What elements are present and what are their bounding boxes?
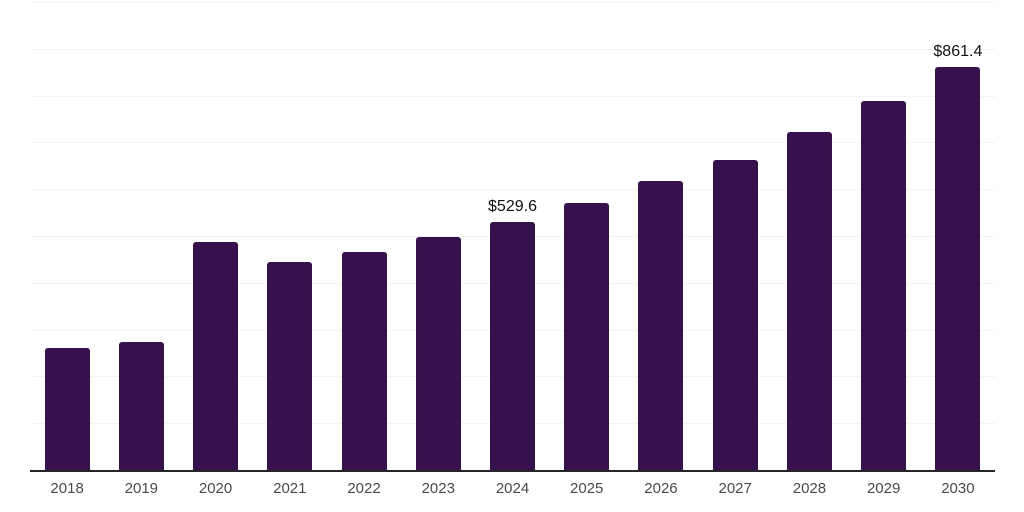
bar-value-label-2024: $529.6: [488, 198, 537, 216]
x-axis-label-2022: 2022: [347, 480, 381, 497]
x-axis-label-2029: 2029: [866, 480, 901, 497]
gridline-600: [30, 189, 995, 191]
bar-value-label-2030: $861.4: [933, 42, 983, 60]
gridline-900: [30, 48, 995, 50]
bar-2023: [415, 236, 461, 470]
x-axis-line: [30, 470, 995, 472]
bar-2018: [44, 348, 90, 470]
x-axis-label-2026: 2026: [644, 480, 678, 497]
bar-2021: [267, 262, 313, 470]
plot-area: $529.6 $861.4: [30, 2, 995, 472]
bar-2024: [490, 222, 535, 470]
gridline-800: [30, 95, 995, 97]
bar-2029: [861, 100, 907, 470]
gridline-1000: [30, 2, 995, 3]
bar-2027: [712, 159, 758, 470]
x-axis-label-2019: 2019: [124, 480, 159, 497]
x-axis-label-2020: 2020: [198, 480, 233, 497]
x-axis-label-2025: 2025: [570, 480, 604, 497]
x-axis-label-2023: 2023: [421, 480, 455, 497]
x-axis-label-2030: 2030: [941, 480, 975, 497]
bar-2022: [341, 251, 387, 470]
x-axis-label-2024: 2024: [495, 480, 530, 497]
x-axis-label-2021: 2021: [273, 480, 307, 497]
x-axis-label-2018: 2018: [50, 480, 84, 497]
bar-2030: [935, 66, 981, 470]
bar-2019: [118, 341, 164, 470]
bar-2028: [786, 131, 832, 470]
x-axis-label-2027: 2027: [718, 480, 752, 497]
gridline-700: [30, 142, 995, 144]
bar-2025: [564, 203, 610, 470]
x-axis-label-2028: 2028: [792, 480, 827, 497]
x-axis-labels: 2018 2019 2020 2021 2022 2023 2024 2025 2026 2027…: [30, 480, 995, 502]
bar-2026: [638, 180, 684, 470]
bar-2020: [193, 242, 239, 470]
